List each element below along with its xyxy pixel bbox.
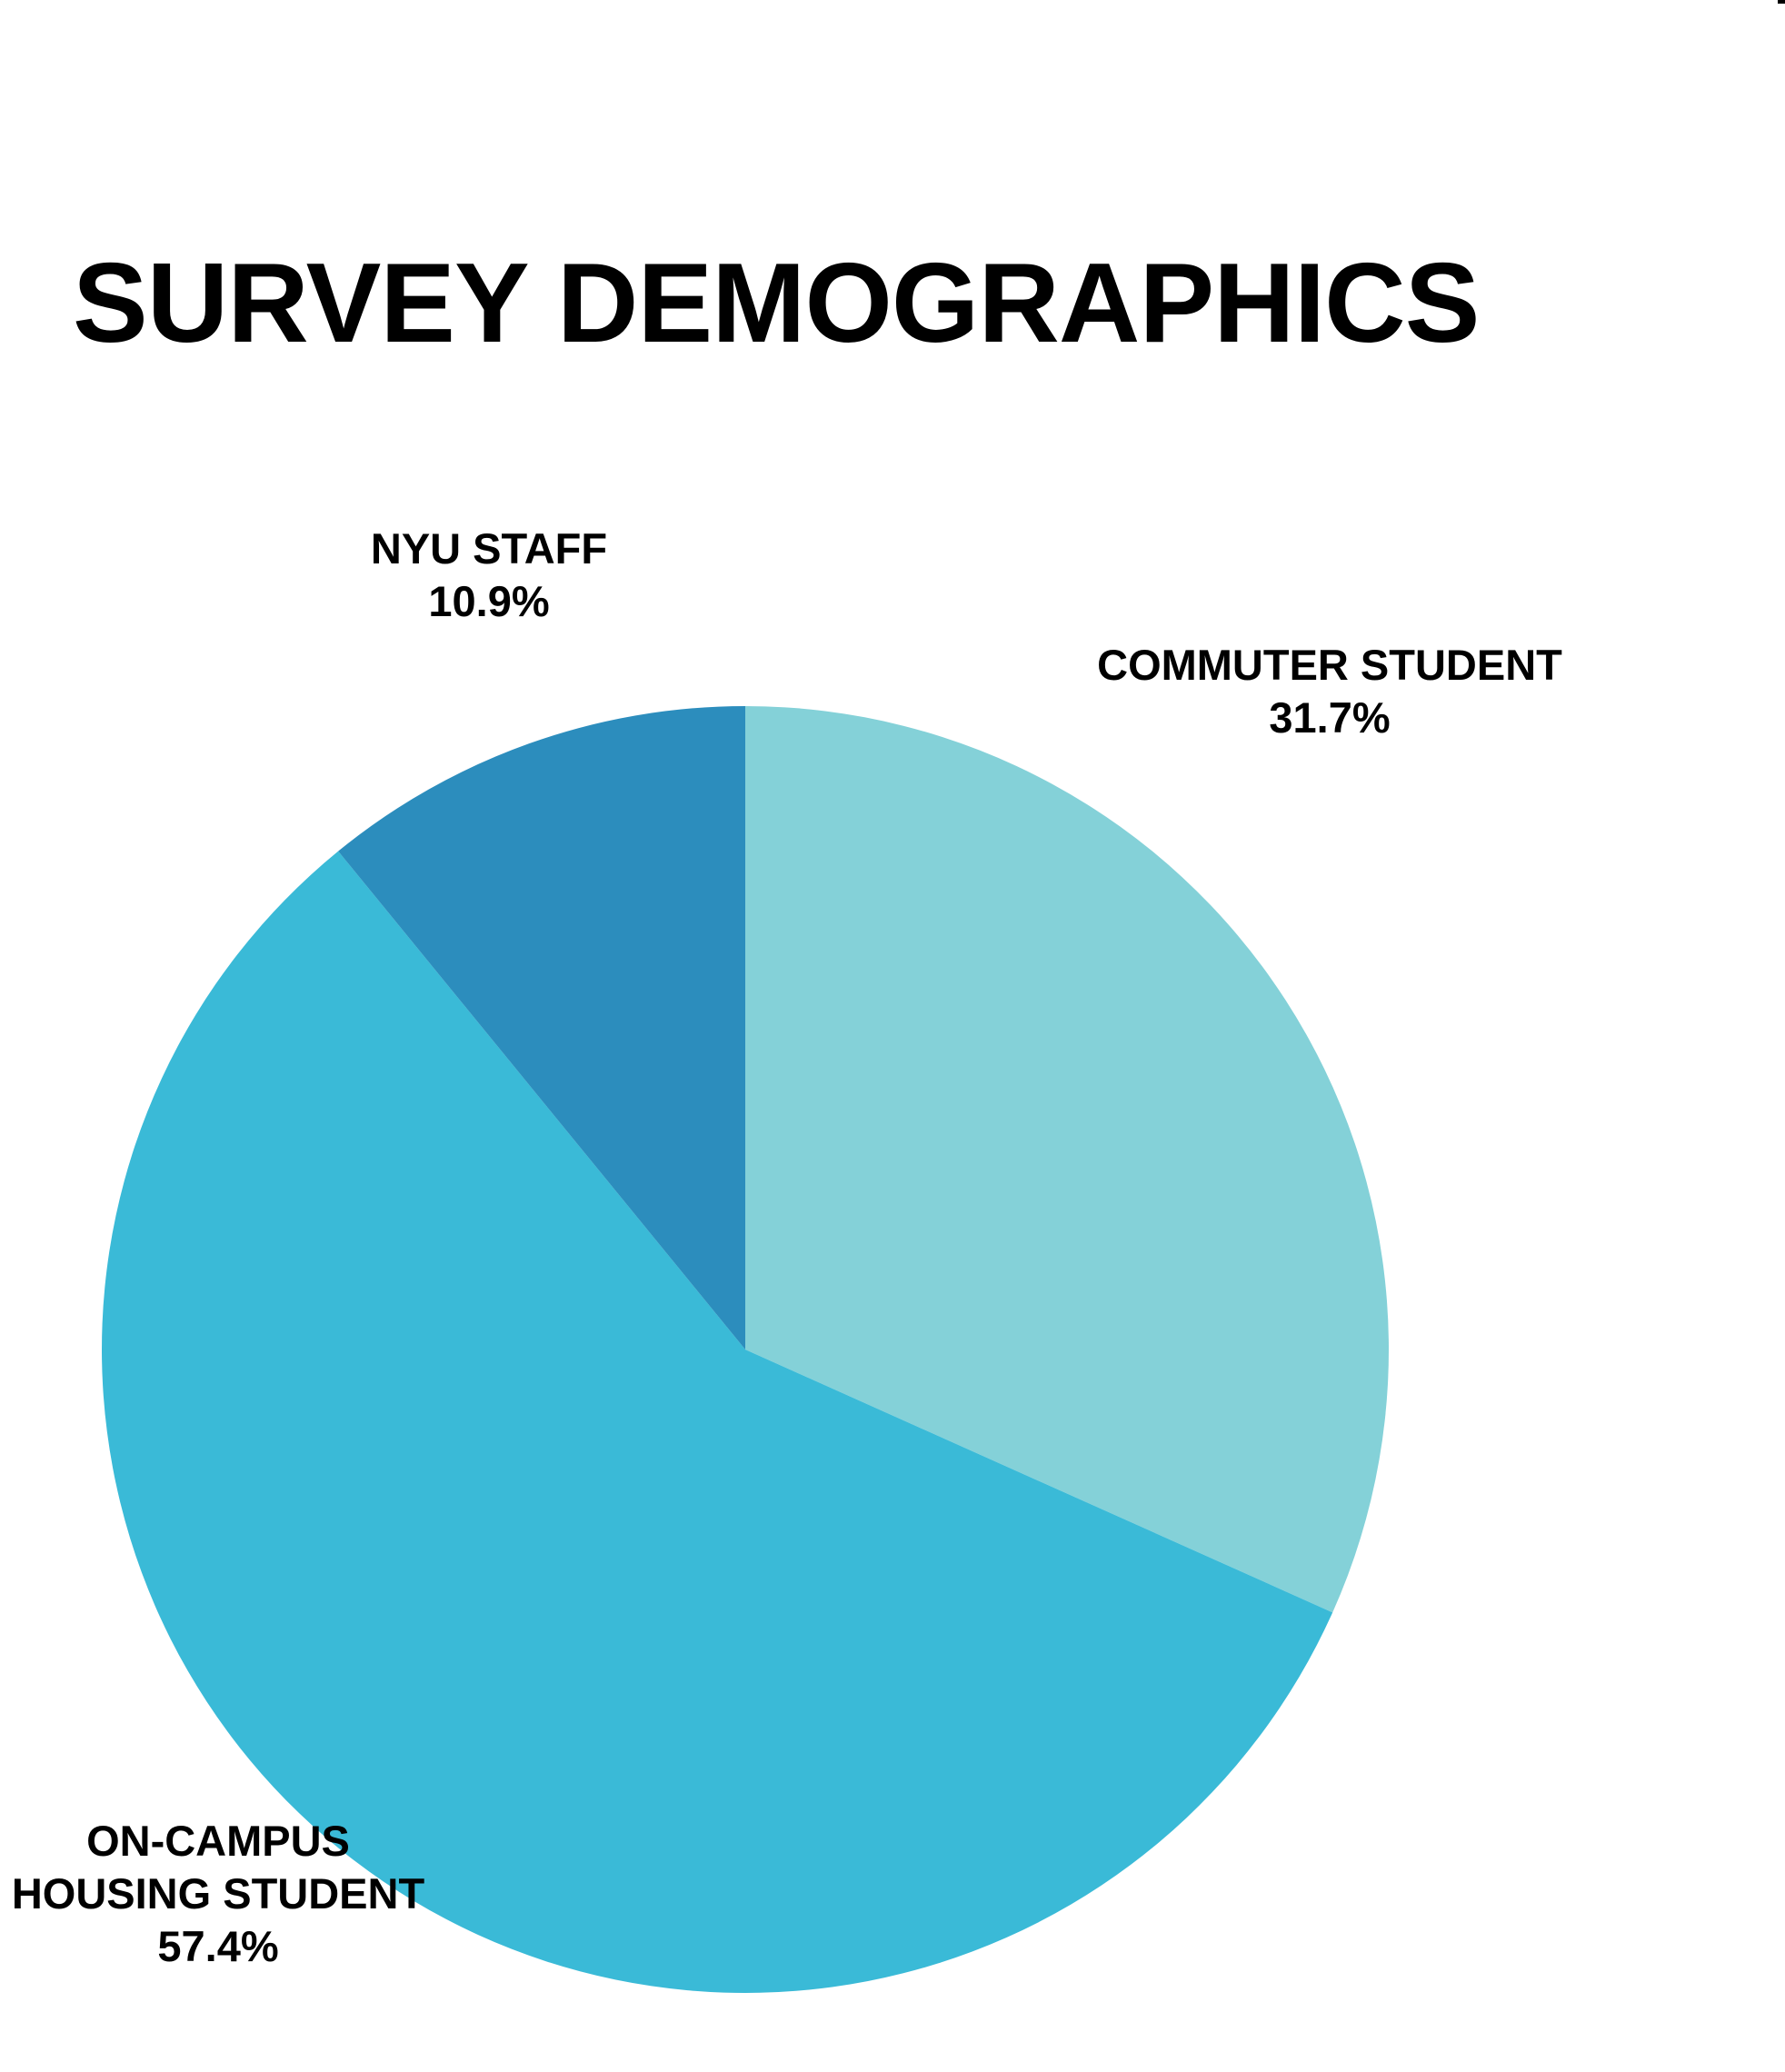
slice-value-label-1: 57.4% [157,1922,278,1970]
slice-value-label-2: 10.9% [428,577,549,625]
slice-name-label-0: COMMUTER STUDENT [1097,641,1562,689]
pie-slice-2 [338,706,745,1350]
corner-mark [1778,0,1785,4]
slice-name-label-1: HOUSING STUDENT [12,1869,425,1918]
chart-title: SURVEY DEMOGRAPHICS [73,241,1480,366]
slice-name-label-1: ON-CAMPUS [86,1817,350,1865]
slice-value-label-0: 31.7% [1269,693,1390,742]
pie-slice-1 [102,851,1333,1993]
pie-slice-0 [745,706,1390,1613]
pie-slices [102,706,1390,1993]
slice-name-label-2: NYU STAFF [371,524,607,573]
